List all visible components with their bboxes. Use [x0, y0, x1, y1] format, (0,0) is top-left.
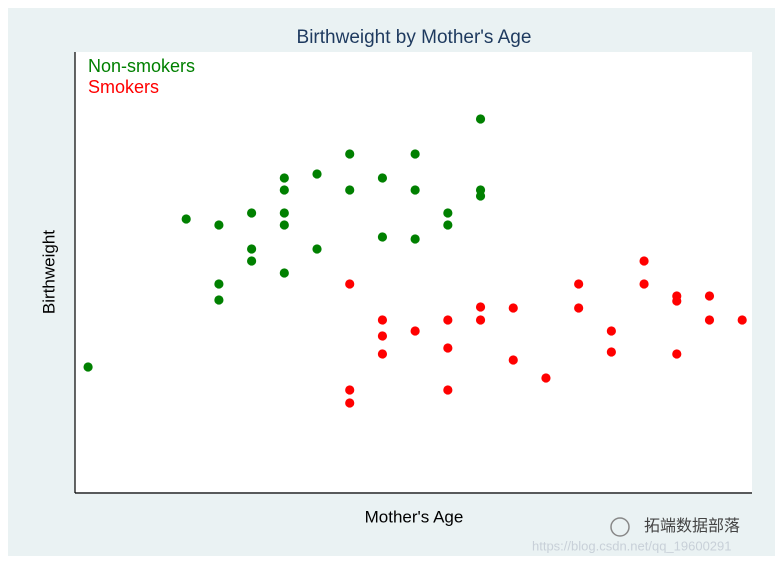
scatter-point [83, 362, 93, 372]
scatter-point [410, 149, 420, 159]
scatter-point [574, 279, 584, 289]
watermark-icon [610, 517, 630, 537]
scatter-point [377, 315, 388, 325]
scatter-point [704, 291, 715, 301]
scatter-point [279, 173, 289, 183]
scatter-point [443, 315, 453, 325]
scatter-point [214, 279, 224, 289]
scatter-point [345, 279, 355, 289]
scatter-point [672, 296, 682, 306]
scatter-point [345, 149, 355, 159]
scatter-point [279, 268, 289, 278]
scatter-point [377, 331, 388, 341]
scatter-point [508, 303, 518, 313]
scatter-point [247, 244, 257, 254]
watermark: 拓端数据部落 https://blog.csdn.net/qq_19600291 [532, 517, 740, 553]
scatter-point [279, 208, 289, 218]
scatter-point [279, 220, 289, 230]
scatter-point [737, 315, 747, 325]
scatter-point [345, 398, 355, 408]
scatter-point [639, 256, 649, 266]
scatter-point [475, 302, 486, 312]
scatter-point [443, 220, 453, 230]
plot-area [75, 52, 752, 492]
scatter-point [475, 191, 486, 201]
scatter-point [443, 385, 453, 395]
scatter-point [639, 279, 649, 289]
scatter-point [475, 315, 486, 325]
scatter-point [704, 315, 715, 325]
scatter-point [214, 295, 224, 305]
scatter-point [181, 214, 191, 224]
scatter-point [574, 303, 584, 313]
x-axis-label: Mother's Age [365, 507, 464, 526]
scatter-point [672, 349, 682, 359]
scatter-point [247, 208, 257, 218]
scatter-point [606, 326, 616, 336]
scatter-point [345, 185, 355, 195]
scatter-point [377, 173, 388, 183]
scatter-point [508, 355, 518, 365]
scatter-point [541, 373, 551, 383]
scatter-point [312, 169, 322, 179]
legend-entry: Smokers [88, 77, 159, 97]
scatter-point [606, 347, 616, 357]
scatter-point [410, 234, 420, 244]
scatter-point [443, 208, 453, 218]
watermark-url: https://blog.csdn.net/qq_19600291 [532, 538, 732, 553]
scatter-point [377, 349, 388, 359]
scatter-point [247, 256, 257, 266]
scatter-point [279, 185, 289, 195]
scatter-point [475, 114, 486, 124]
scatter-point [345, 385, 355, 395]
y-axis-label: Birthweight [39, 230, 58, 314]
scatter-point [410, 326, 420, 336]
scatter-point [377, 232, 388, 242]
scatter-point [214, 220, 224, 230]
scatter-point [312, 244, 322, 254]
legend-entry: Non-smokers [88, 56, 195, 76]
scatter-point [410, 185, 420, 195]
scatter-point [443, 343, 453, 353]
chart-title: Birthweight by Mother's Age [297, 27, 532, 48]
watermark-brand: 拓端数据部落 [644, 517, 740, 535]
